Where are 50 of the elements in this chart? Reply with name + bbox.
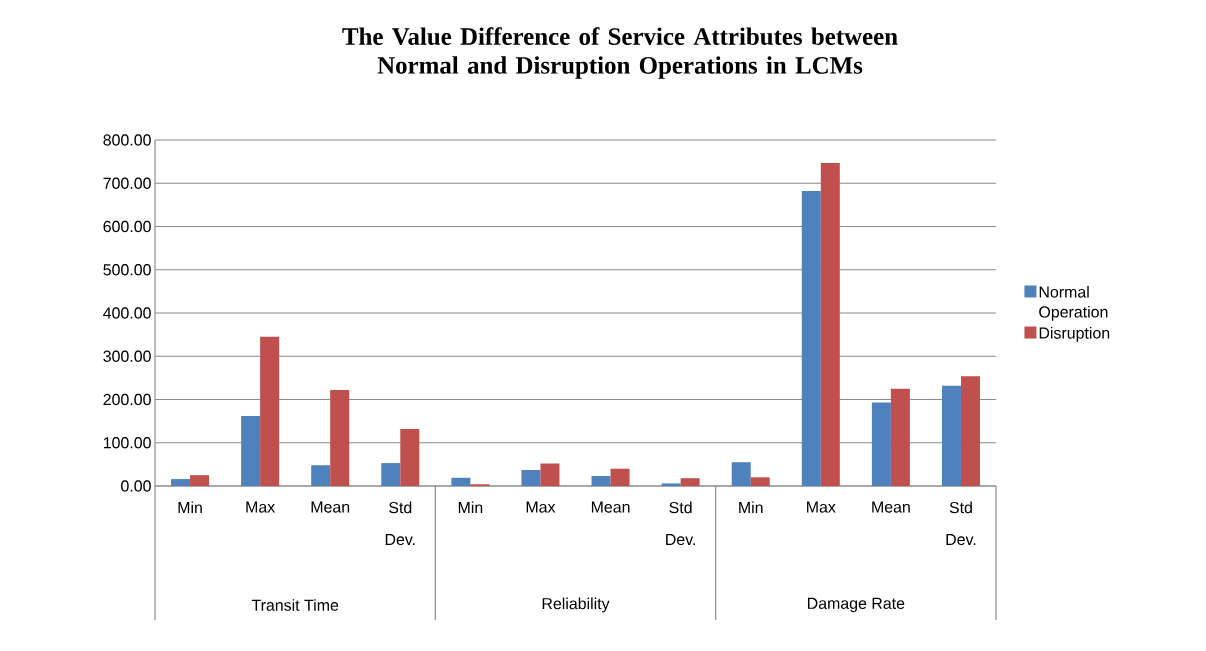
bar (311, 465, 331, 486)
bar (451, 477, 471, 486)
bar (820, 162, 840, 486)
bar (680, 478, 700, 486)
bar (591, 476, 611, 486)
x-tick-label: Mean (872, 501, 910, 513)
y-tick-label: 400.00 (103, 307, 151, 319)
y-tick-label: 0.00 (121, 480, 151, 492)
y-tick-label: 200.00 (103, 393, 151, 406)
y-tick-label: 600.00 (103, 220, 151, 233)
legend-label: Normal Operation (1039, 285, 1108, 321)
text: Transit Time (251, 599, 339, 611)
bar (610, 468, 630, 486)
bar (400, 428, 420, 486)
bar (521, 470, 541, 486)
bar (540, 463, 560, 486)
bar (941, 385, 961, 486)
bar (241, 415, 261, 486)
x-tick-label: Max (246, 501, 276, 513)
bar (260, 336, 280, 486)
bar (890, 388, 910, 486)
bar (731, 462, 751, 486)
chart-title: The Value Difference of Service Attributes between Normal and Disruption Operations in LCMs (342, 27, 898, 79)
y-tick-label: 500.00 (103, 264, 151, 276)
bar (661, 483, 681, 486)
y-tick-label: 300.00 (103, 350, 151, 362)
bar (330, 389, 350, 486)
category-label: Std Dev. (666, 501, 695, 546)
bar (871, 402, 891, 486)
bar (190, 475, 210, 486)
text: Reliability (542, 597, 610, 613)
bar (381, 463, 401, 486)
x-tick-label: Max (807, 501, 836, 513)
bar (750, 477, 770, 486)
category-label: Std Dev. (946, 501, 976, 546)
x-tick-label: Max (526, 501, 556, 513)
bar (960, 376, 980, 486)
x-tick-label: Min (178, 501, 202, 514)
legend-label: Disruption (1039, 327, 1110, 342)
x-tick-label: Mean (591, 501, 630, 513)
bar (801, 191, 821, 486)
x-tick-label: Min (739, 501, 763, 514)
y-tick-label: 100.00 (103, 437, 151, 449)
bar (171, 479, 191, 486)
text: Damage Rate (807, 597, 905, 613)
y-tick-label: 700.00 (103, 177, 151, 189)
x-tick-label: Mean (311, 501, 350, 513)
y-tick-label: 800.00 (103, 134, 151, 146)
category-label: Std Dev. (385, 501, 415, 546)
x-tick-label: Min (458, 501, 483, 514)
